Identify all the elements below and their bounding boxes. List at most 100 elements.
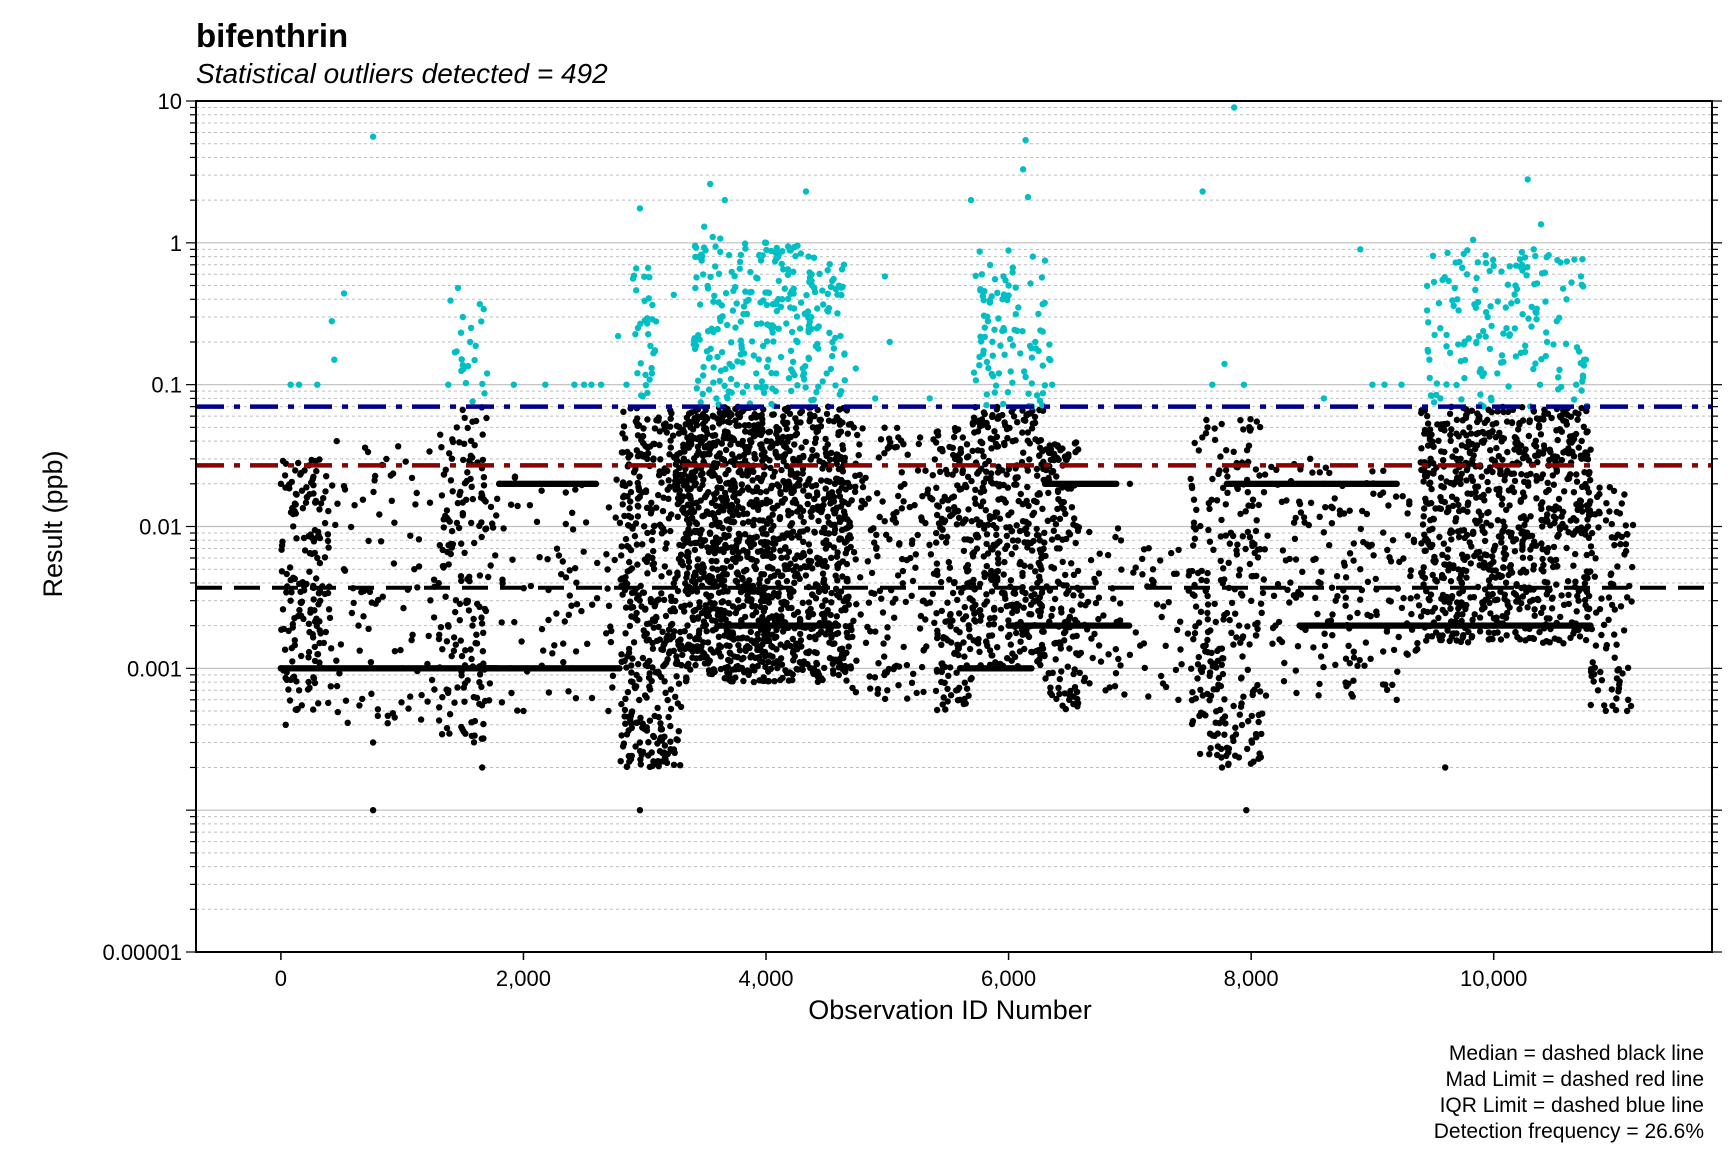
normal-point — [1056, 690, 1063, 698]
normal-point — [1614, 563, 1621, 570]
normal-point — [783, 425, 790, 433]
normal-point — [791, 555, 799, 562]
normal-point — [809, 446, 816, 454]
normal-point — [1597, 668, 1604, 676]
normal-point — [1222, 532, 1230, 539]
normal-point — [1252, 527, 1260, 535]
normal-point — [1220, 565, 1227, 572]
normal-point — [553, 610, 560, 617]
normal-point — [1316, 469, 1324, 476]
normal-point — [1582, 455, 1589, 462]
normal-point — [825, 417, 833, 424]
normal-point — [368, 599, 375, 606]
normal-point — [409, 631, 416, 638]
normal-point — [949, 617, 956, 624]
normal-point — [805, 541, 813, 548]
normal-point — [619, 430, 626, 437]
normal-point — [1485, 486, 1492, 494]
normal-point — [1062, 705, 1070, 713]
normal-point — [843, 677, 850, 684]
normal-point — [713, 453, 721, 460]
normal-point — [1345, 642, 1352, 649]
normal-point — [667, 407, 674, 414]
normal-point — [1466, 449, 1474, 457]
normal-point — [703, 492, 710, 499]
normal-point — [1613, 508, 1621, 516]
normal-point — [711, 496, 719, 503]
normal-point — [663, 540, 670, 547]
normal-point — [1233, 634, 1240, 641]
normal-point — [874, 490, 881, 497]
normal-point — [688, 441, 695, 448]
normal-point — [327, 683, 334, 690]
normal-point — [288, 589, 295, 596]
normal-point — [642, 488, 650, 496]
normal-point — [1056, 515, 1064, 522]
normal-point — [700, 476, 707, 484]
normal-point — [974, 417, 982, 424]
normal-point — [1511, 548, 1519, 555]
normal-point — [1342, 655, 1350, 662]
normal-point — [1024, 544, 1031, 551]
normal-point — [627, 488, 635, 496]
normal-point — [736, 647, 744, 654]
normal-point — [776, 515, 783, 523]
normal-point — [1046, 442, 1053, 449]
normal-point — [1038, 566, 1045, 573]
normal-point — [933, 529, 940, 537]
normal-point — [891, 614, 898, 621]
normal-point — [682, 587, 689, 595]
normal-point — [722, 470, 729, 478]
normal-point — [774, 502, 781, 509]
normal-point — [814, 427, 822, 435]
normal-point — [1048, 469, 1055, 476]
normal-point — [553, 545, 561, 552]
normal-point — [439, 694, 446, 701]
normal-point — [635, 485, 642, 492]
normal-point — [1029, 420, 1037, 427]
normal-point — [1009, 609, 1016, 617]
normal-point — [1367, 655, 1374, 662]
normal-point — [1036, 490, 1043, 497]
normal-point — [726, 525, 733, 533]
normal-point — [1097, 658, 1105, 665]
normal-point — [648, 749, 655, 756]
normal-point — [737, 409, 744, 417]
normal-point — [884, 624, 891, 631]
normal-point — [1504, 448, 1511, 456]
normal-point — [835, 465, 843, 473]
normal-point — [874, 685, 882, 693]
normal-point — [983, 475, 990, 482]
normal-point — [1197, 686, 1204, 693]
normal-point — [637, 450, 644, 457]
normal-point — [1499, 527, 1507, 534]
normal-point — [1190, 523, 1198, 531]
normal-point — [662, 612, 670, 620]
normal-point — [1117, 600, 1124, 607]
normal-point — [498, 619, 505, 626]
normal-point — [1382, 681, 1389, 688]
normal-point — [994, 415, 1001, 422]
normal-point — [1350, 557, 1357, 564]
normal-point — [947, 664, 954, 671]
normal-point — [797, 637, 805, 644]
normal-point — [811, 649, 818, 656]
normal-point — [1039, 505, 1046, 512]
normal-point — [1592, 555, 1599, 562]
normal-point — [1039, 407, 1047, 414]
normal-point — [635, 592, 642, 599]
normal-point — [721, 583, 728, 590]
normal-point — [459, 406, 466, 414]
normal-point — [1396, 558, 1403, 566]
normal-point — [1125, 622, 1133, 629]
normal-point — [1537, 501, 1545, 509]
normal-point — [1328, 584, 1336, 591]
normal-point — [279, 606, 287, 613]
normal-point — [1624, 531, 1631, 538]
normal-point — [1232, 610, 1239, 617]
normal-point — [1497, 573, 1504, 581]
normal-point — [949, 444, 956, 451]
normal-point — [956, 684, 963, 691]
normal-point — [1211, 660, 1219, 667]
normal-point — [867, 685, 874, 692]
